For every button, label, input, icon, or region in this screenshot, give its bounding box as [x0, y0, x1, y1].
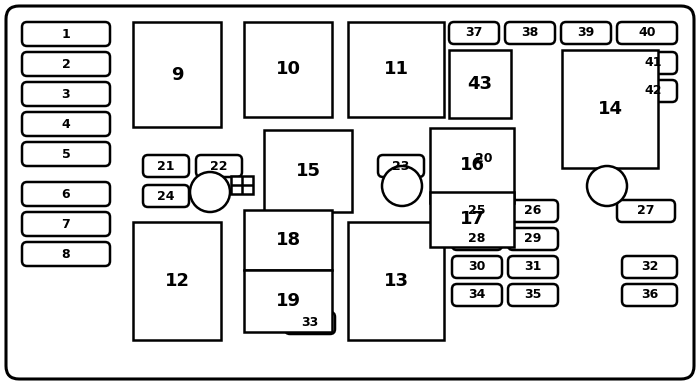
- Text: 12: 12: [164, 272, 190, 290]
- Text: 32: 32: [640, 261, 658, 273]
- FancyBboxPatch shape: [378, 155, 424, 177]
- Bar: [133, 222, 221, 340]
- FancyBboxPatch shape: [617, 200, 675, 222]
- Text: 41: 41: [644, 57, 661, 70]
- FancyBboxPatch shape: [22, 142, 110, 166]
- FancyBboxPatch shape: [143, 185, 189, 207]
- Text: 8: 8: [62, 248, 70, 261]
- Text: 25: 25: [468, 204, 486, 218]
- Bar: [430, 128, 514, 203]
- Text: 13: 13: [384, 272, 409, 290]
- Text: 7: 7: [62, 218, 71, 231]
- FancyBboxPatch shape: [452, 256, 502, 278]
- FancyBboxPatch shape: [508, 256, 558, 278]
- Text: 21: 21: [158, 159, 175, 172]
- Text: 43: 43: [468, 75, 493, 93]
- Bar: [244, 270, 332, 332]
- Bar: [348, 22, 444, 117]
- Text: 6: 6: [62, 187, 70, 201]
- FancyBboxPatch shape: [22, 82, 110, 106]
- FancyBboxPatch shape: [561, 22, 611, 44]
- FancyBboxPatch shape: [285, 312, 335, 334]
- Bar: [133, 22, 221, 127]
- Text: 28: 28: [468, 233, 486, 246]
- Circle shape: [190, 172, 230, 212]
- FancyBboxPatch shape: [22, 22, 110, 46]
- Bar: [264, 130, 352, 212]
- Text: 11: 11: [384, 60, 409, 79]
- Text: 16: 16: [459, 156, 484, 174]
- Circle shape: [382, 166, 422, 206]
- Text: 9: 9: [171, 65, 183, 84]
- Text: 26: 26: [524, 204, 542, 218]
- FancyBboxPatch shape: [505, 22, 555, 44]
- Bar: [244, 210, 332, 270]
- FancyBboxPatch shape: [508, 200, 558, 222]
- FancyBboxPatch shape: [143, 155, 189, 177]
- FancyBboxPatch shape: [452, 200, 502, 222]
- Bar: [449, 50, 511, 118]
- Bar: [430, 192, 514, 247]
- Text: 20: 20: [475, 152, 493, 166]
- Bar: [562, 50, 658, 168]
- Text: 2: 2: [62, 57, 71, 70]
- Text: 35: 35: [524, 288, 542, 301]
- FancyBboxPatch shape: [22, 242, 110, 266]
- Text: 30: 30: [468, 261, 486, 273]
- FancyBboxPatch shape: [508, 228, 558, 250]
- Bar: [244, 22, 332, 117]
- Bar: [231, 176, 253, 194]
- Text: 31: 31: [524, 261, 542, 273]
- FancyBboxPatch shape: [456, 148, 512, 170]
- Text: 5: 5: [62, 147, 71, 161]
- Text: 4: 4: [62, 117, 71, 131]
- FancyBboxPatch shape: [22, 112, 110, 136]
- FancyBboxPatch shape: [452, 228, 502, 250]
- Text: 40: 40: [638, 27, 656, 40]
- Text: 38: 38: [522, 27, 538, 40]
- Text: 34: 34: [468, 288, 486, 301]
- Text: 15: 15: [295, 162, 321, 180]
- Text: 39: 39: [578, 27, 594, 40]
- Text: 23: 23: [392, 159, 410, 172]
- FancyBboxPatch shape: [6, 6, 694, 379]
- Text: 29: 29: [524, 233, 542, 246]
- Text: 36: 36: [641, 288, 658, 301]
- Text: 10: 10: [276, 60, 300, 79]
- FancyBboxPatch shape: [629, 80, 677, 102]
- FancyBboxPatch shape: [22, 52, 110, 76]
- Text: 17: 17: [459, 211, 484, 229]
- FancyBboxPatch shape: [508, 284, 558, 306]
- FancyBboxPatch shape: [22, 182, 110, 206]
- Text: 3: 3: [62, 87, 70, 100]
- FancyBboxPatch shape: [622, 256, 677, 278]
- Bar: [348, 222, 444, 340]
- Text: 19: 19: [276, 292, 300, 310]
- FancyBboxPatch shape: [617, 22, 677, 44]
- Text: 37: 37: [466, 27, 483, 40]
- FancyBboxPatch shape: [196, 155, 242, 177]
- Text: 1: 1: [62, 27, 71, 40]
- Text: 27: 27: [637, 204, 654, 218]
- FancyBboxPatch shape: [452, 284, 502, 306]
- Circle shape: [587, 166, 627, 206]
- FancyBboxPatch shape: [629, 52, 677, 74]
- Text: 14: 14: [598, 100, 622, 118]
- FancyBboxPatch shape: [22, 212, 110, 236]
- Text: 33: 33: [302, 316, 318, 330]
- FancyBboxPatch shape: [449, 22, 499, 44]
- Text: 22: 22: [210, 159, 228, 172]
- FancyBboxPatch shape: [622, 284, 677, 306]
- Text: 24: 24: [158, 189, 175, 203]
- Text: 42: 42: [644, 84, 661, 97]
- Text: 18: 18: [275, 231, 300, 249]
